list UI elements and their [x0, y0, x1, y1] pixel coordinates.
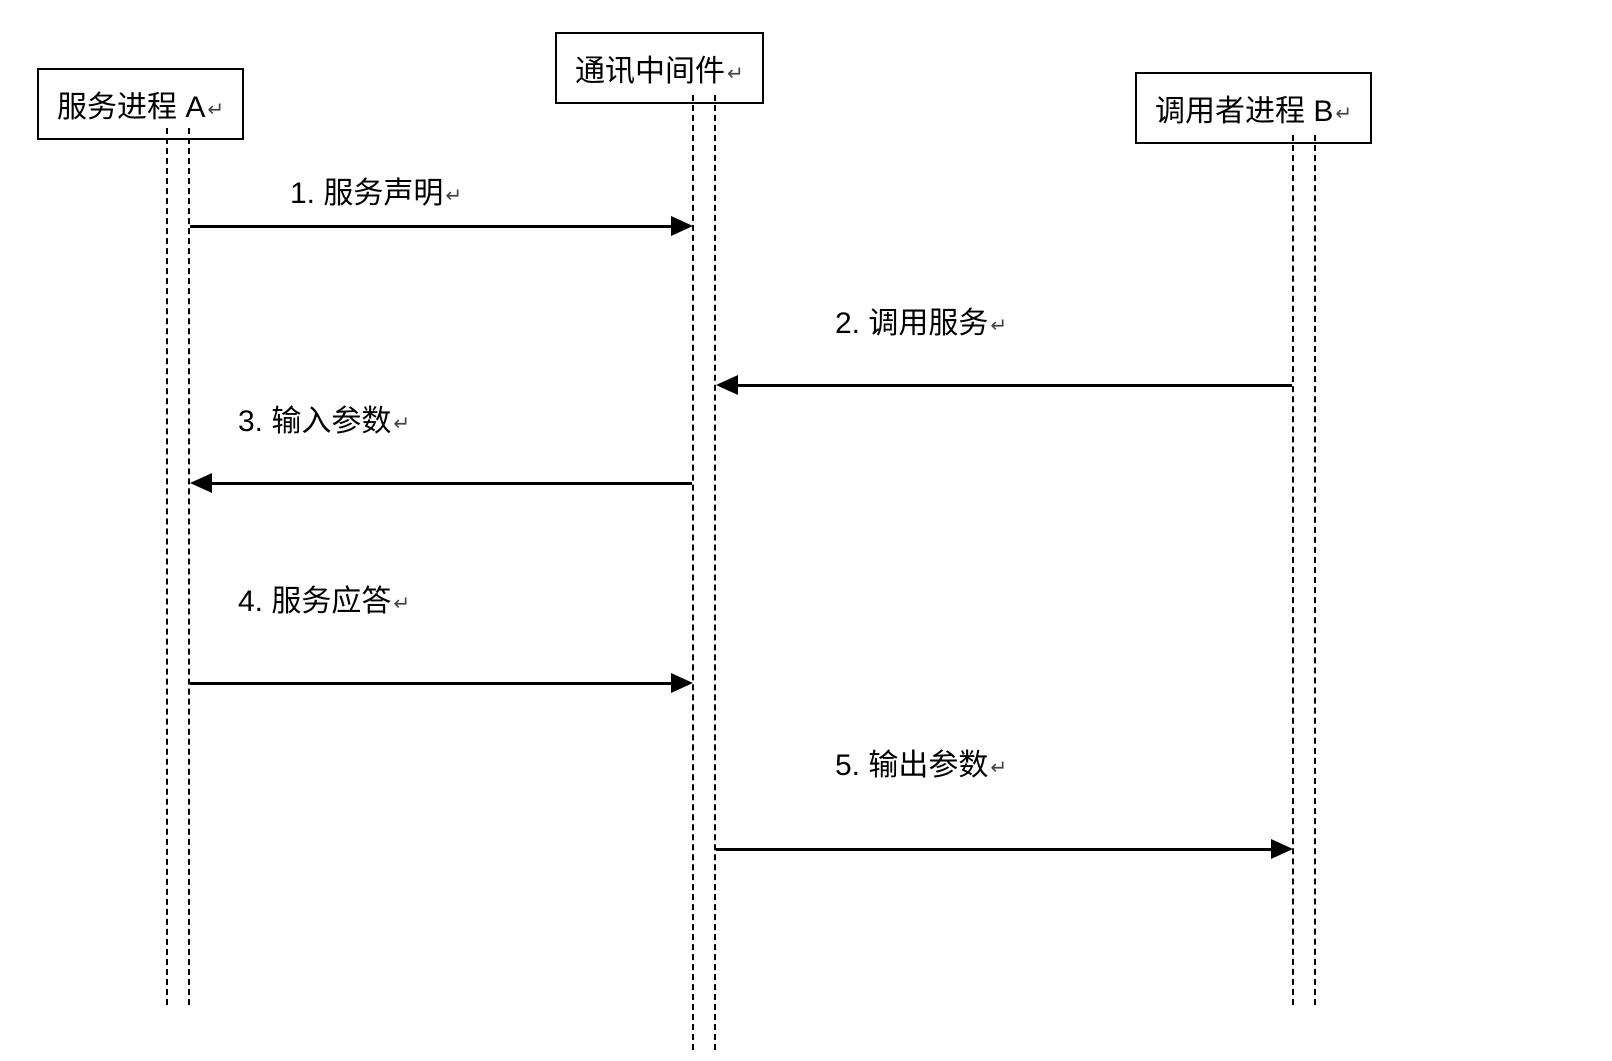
participant-box-b: 调用者进程 B↵ [1135, 72, 1372, 144]
lifeline-m [692, 95, 716, 1050]
cr-icon: ↵ [207, 99, 224, 121]
message-3-arrowhead [190, 473, 212, 493]
cr-icon: ↵ [990, 757, 1007, 779]
message-2-label: 2. 调用服务↵ [835, 298, 1007, 342]
cr-icon: ↵ [990, 315, 1007, 337]
message-4-label: 4. 服务应答↵ [238, 576, 410, 620]
cr-icon: ↵ [393, 593, 410, 615]
message-3-arrow [207, 482, 692, 485]
message-2-arrow [733, 384, 1292, 387]
participant-m-label: 通讯中间件 [575, 55, 725, 88]
message-5-text: 5. 输出参数 [835, 749, 988, 782]
message-3-label: 3. 输入参数↵ [238, 396, 410, 440]
message-5-arrow [716, 848, 1275, 851]
lifeline-b [1292, 135, 1316, 1005]
message-4-arrow [190, 682, 675, 685]
message-5-label: 5. 输出参数↵ [835, 740, 1007, 784]
cr-icon: ↵ [1335, 103, 1352, 125]
participant-box-a: 服务进程 A↵ [37, 68, 244, 140]
message-1-text: 1. 服务声明 [290, 177, 443, 210]
participant-b-label: 调用者进程 B [1155, 95, 1333, 128]
cr-icon: ↵ [393, 413, 410, 435]
message-5-arrowhead [1271, 839, 1293, 859]
message-4-text: 4. 服务应答 [238, 585, 391, 618]
message-1-label: 1. 服务声明↵ [290, 168, 462, 212]
message-4-arrowhead [671, 673, 693, 693]
lifeline-a [166, 128, 190, 1005]
message-3-text: 3. 输入参数 [238, 405, 391, 438]
message-2-text: 2. 调用服务 [835, 307, 988, 340]
message-2-arrowhead [716, 375, 738, 395]
cr-icon: ↵ [727, 63, 744, 85]
message-1-arrowhead [671, 216, 693, 236]
participant-box-m: 通讯中间件↵ [555, 32, 764, 104]
cr-icon: ↵ [445, 185, 462, 207]
message-1-arrow [190, 225, 675, 228]
participant-a-label: 服务进程 A [57, 91, 205, 124]
